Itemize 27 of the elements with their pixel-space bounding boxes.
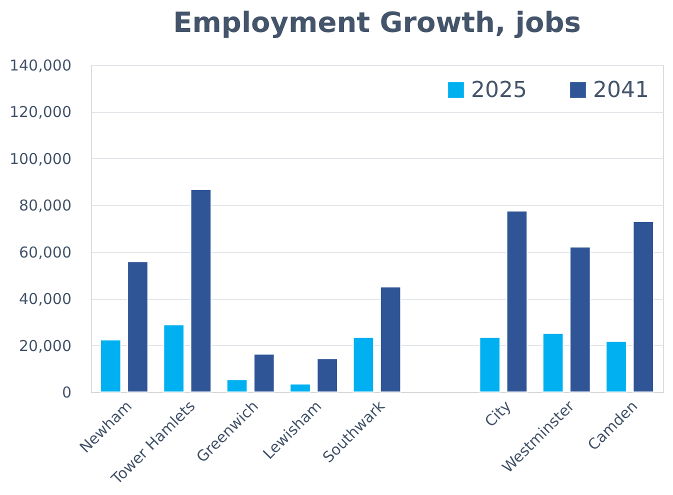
bar bbox=[380, 286, 402, 392]
bar bbox=[316, 358, 338, 392]
y-tick-label: 80,000 bbox=[19, 196, 72, 215]
bar bbox=[570, 246, 591, 392]
legend-label: 2041 bbox=[593, 78, 649, 103]
bar bbox=[479, 336, 501, 392]
bar bbox=[163, 324, 184, 392]
bar bbox=[100, 339, 122, 392]
legend-label: 2025 bbox=[471, 78, 527, 103]
bar bbox=[253, 354, 275, 392]
bar bbox=[506, 210, 528, 392]
y-tick-label: 120,000 bbox=[9, 103, 72, 122]
bar bbox=[127, 261, 148, 392]
bar bbox=[542, 332, 564, 392]
bar bbox=[290, 384, 311, 392]
y-tick-label: 40,000 bbox=[19, 290, 72, 308]
y-tick-label: 20,000 bbox=[19, 336, 72, 355]
bar bbox=[226, 379, 248, 392]
bar bbox=[606, 340, 627, 392]
y-tick-label: 140,000 bbox=[9, 56, 72, 74]
y-tick-label: 60,000 bbox=[19, 243, 72, 262]
chart-title: Employment Growth, jobs bbox=[173, 6, 581, 39]
y-tick-label: 100,000 bbox=[9, 150, 72, 168]
y-tick-label: 0 bbox=[62, 384, 72, 402]
bar bbox=[190, 188, 212, 392]
bar bbox=[352, 336, 374, 392]
bar bbox=[632, 220, 654, 392]
